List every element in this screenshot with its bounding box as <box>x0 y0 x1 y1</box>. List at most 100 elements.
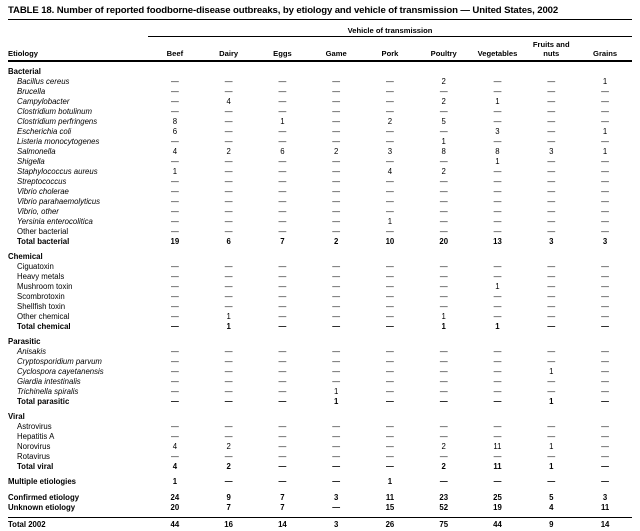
table-row: Vibrio parahaemolyticus — — — — — — — — — <box>8 197 632 207</box>
value-cell: — <box>332 207 341 216</box>
value-cell: — <box>278 167 287 176</box>
value-cell: — <box>224 272 233 281</box>
value-cell: — <box>601 187 609 196</box>
value-cell: 2 <box>441 77 446 86</box>
value-cell: — <box>547 282 556 291</box>
value-cell: 3 <box>495 127 500 136</box>
value-cell: 4 <box>226 97 231 106</box>
value-cell: 24 <box>170 493 180 502</box>
etiology-label: Campylobacter <box>17 97 70 106</box>
value-cell: — <box>332 97 341 106</box>
table-row: Other bacterial — — — — — — — — — <box>8 227 632 237</box>
etiology-label: Listeria monocytogenes <box>17 137 100 146</box>
value-cell: — <box>170 187 179 196</box>
value-cell: — <box>224 302 233 311</box>
value-cell: 7 <box>280 493 285 502</box>
value-cell: — <box>547 227 556 236</box>
value-cell: — <box>547 87 556 96</box>
value-cell: — <box>332 177 341 186</box>
value-cell: — <box>439 217 448 226</box>
value-cell: — <box>439 422 448 431</box>
table-row: Rotavirus — — — — — — — — — <box>8 452 632 462</box>
table-row: Campylobacter — 4 — — — 2 1 — — <box>8 97 632 107</box>
value-cell: — <box>439 197 448 206</box>
value-cell: — <box>547 197 556 206</box>
value-cell: — <box>386 357 394 366</box>
table-row: Listeria monocytogenes — — — — — 1 — — — <box>8 137 632 147</box>
etiology-label: Shellfish toxin <box>17 302 66 311</box>
section-header: Chemical <box>8 252 43 261</box>
value-cell: — <box>386 137 394 146</box>
value-cell: — <box>439 107 448 116</box>
value-cell: 13 <box>493 237 502 246</box>
value-cell: — <box>601 442 609 451</box>
value-cell: — <box>278 227 287 236</box>
value-cell: 11 <box>493 462 502 471</box>
value-cell: 75 <box>416 517 471 531</box>
value-cell: — <box>332 347 341 356</box>
value-cell: — <box>332 282 341 291</box>
value-cell: — <box>332 432 341 441</box>
value-cell: — <box>224 432 233 441</box>
value-cell: — <box>601 357 609 366</box>
value-cell: — <box>439 87 448 96</box>
value-cell: — <box>439 262 448 271</box>
value-cell: — <box>332 377 341 386</box>
value-cell: 44 <box>470 517 525 531</box>
etiology-label: Yersinia enterocolitica <box>17 217 93 226</box>
etiology-label: Giardia intestinalis <box>17 377 81 386</box>
value-cell: 7 <box>280 503 285 512</box>
column-header-grains: Grains <box>578 36 632 62</box>
value-cell: — <box>493 377 502 386</box>
table-row: Total 2002 44 16 14 3 26 75 44 9 14 <box>8 517 632 531</box>
value-cell: — <box>224 157 233 166</box>
value-cell: — <box>493 262 502 271</box>
table-row: Streptococcus — — — — — — — — — <box>8 177 632 187</box>
value-cell: 2 <box>226 147 231 156</box>
value-cell: — <box>278 462 287 471</box>
value-cell: — <box>278 217 287 226</box>
etiology-label: Total parasitic <box>17 397 70 406</box>
value-cell: 11 <box>493 442 502 451</box>
outbreaks-by-etiology-table: Vehicle of transmission Etiology Beef Dai… <box>8 26 632 531</box>
value-cell: — <box>601 302 609 311</box>
value-cell: — <box>170 397 179 406</box>
etiology-column-header: Etiology <box>8 36 148 62</box>
value-cell: — <box>386 127 394 136</box>
value-cell: — <box>547 187 556 196</box>
value-cell: — <box>601 432 609 441</box>
value-cell: — <box>278 272 287 281</box>
value-cell: 6 <box>172 127 178 136</box>
value-cell: — <box>332 312 341 321</box>
column-header-beef: Beef <box>148 36 202 62</box>
value-cell: — <box>224 117 233 126</box>
table-row: Vibrio, other — — — — — — — — — <box>8 207 632 217</box>
value-cell: 19 <box>493 503 502 512</box>
table-row: Mushroom toxin — — — — — — 1 — — <box>8 282 632 292</box>
value-cell: — <box>386 367 394 376</box>
value-cell: 16 <box>201 517 256 531</box>
value-cell: — <box>493 272 502 281</box>
value-cell: 1 <box>602 77 608 86</box>
etiology-label: Brucella <box>17 87 46 96</box>
value-cell: — <box>601 157 609 166</box>
table-row: Other chemical — 1 — — — 1 — — — <box>8 312 632 322</box>
footer-label: Unknown etiology <box>8 503 76 512</box>
value-cell: — <box>547 272 556 281</box>
etiology-label: Bacillus cereus <box>17 77 70 86</box>
value-cell: 1 <box>334 387 339 396</box>
table-row: Hepatitis A — — — — — — — — — <box>8 432 632 442</box>
value-cell: — <box>601 227 609 236</box>
etiology-label: Mushroom toxin <box>17 282 73 291</box>
value-cell: — <box>386 157 394 166</box>
value-cell: — <box>278 357 287 366</box>
value-cell: — <box>332 322 341 331</box>
value-cell: — <box>278 127 287 136</box>
value-cell: 2 <box>441 462 446 471</box>
value-cell: 1 <box>549 462 554 471</box>
value-cell: 44 <box>148 517 202 531</box>
value-cell: 1 <box>441 322 446 331</box>
value-cell: — <box>170 452 179 461</box>
value-cell: — <box>601 397 609 406</box>
